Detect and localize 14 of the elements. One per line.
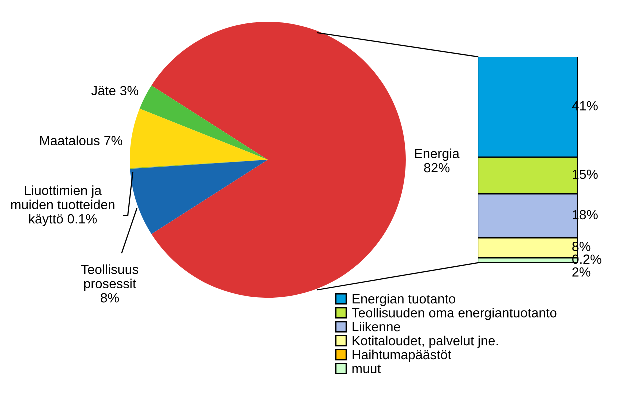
legend-label: Teollisuuden oma energiantuotanto xyxy=(352,308,557,320)
legend-label: Energian tuotanto xyxy=(352,294,456,306)
slice-label: Teollisuus prosessit xyxy=(81,264,138,292)
legend-label: muut xyxy=(352,364,382,374)
slice-label: Maatalous 7% xyxy=(40,136,123,146)
legend-label: Haihtumapäästöt xyxy=(352,350,452,362)
legend-label: Kotitaloudet, palvelut jne. xyxy=(352,336,498,348)
slice-label: Energia xyxy=(415,148,460,162)
data-label: 2% xyxy=(572,268,591,277)
data-label: 8% xyxy=(101,293,120,303)
slice-label: Liuottimien ja muiden tuotteiden käyttö 0.1% xyxy=(11,186,115,226)
slice-label: Jäte 3% xyxy=(92,86,139,96)
data-label: 82% xyxy=(424,163,450,173)
legend-label: Liikenne xyxy=(352,322,400,332)
